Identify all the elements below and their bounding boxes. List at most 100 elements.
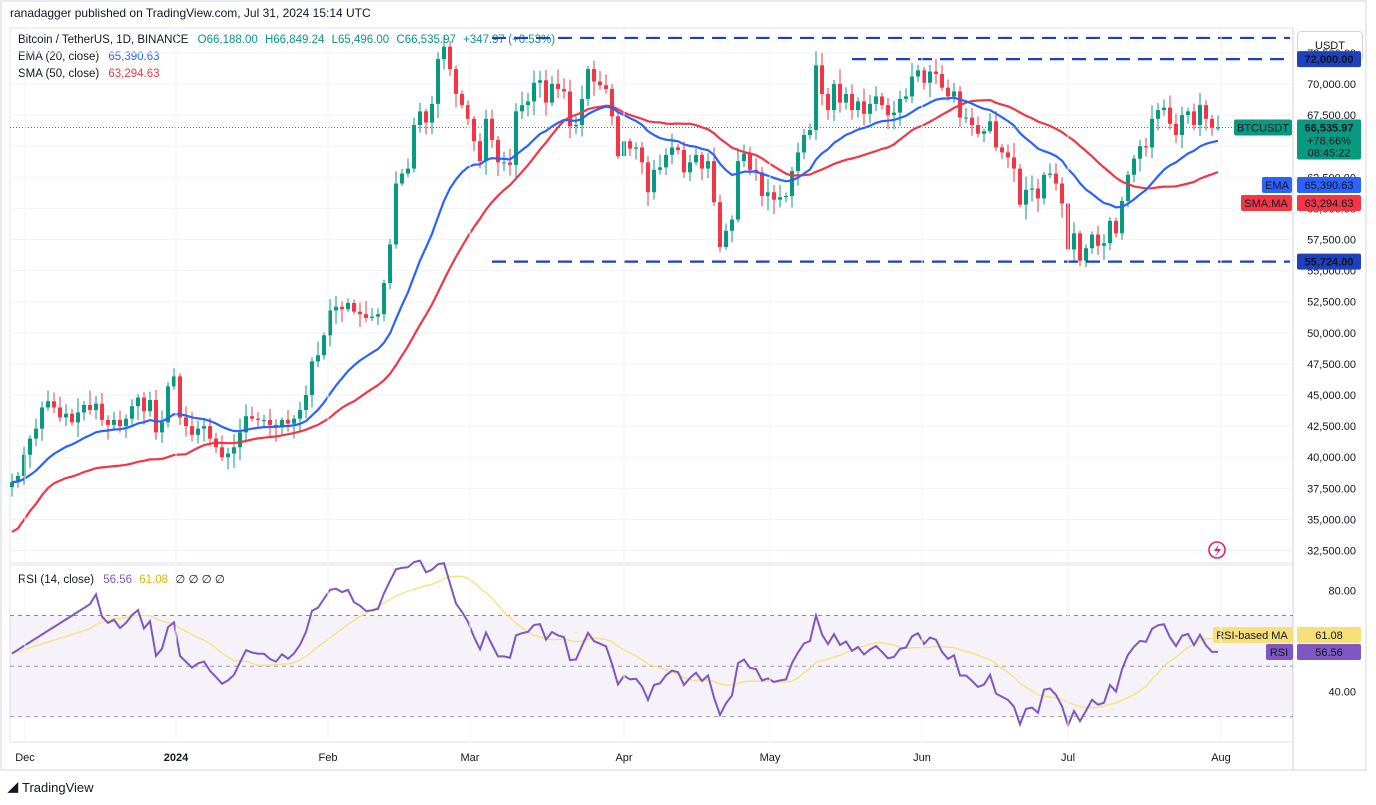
- rsi-ma-tag: [1213, 627, 1293, 643]
- candle-body: [400, 173, 404, 184]
- candle-body: [1054, 173, 1058, 184]
- candle-body: [604, 85, 608, 89]
- candle-body: [1030, 188, 1034, 190]
- rsi-legend[interactable]: RSI (14, close) 56.56 61.08 ∅ ∅ ∅ ∅: [18, 572, 225, 586]
- candle-body: [832, 83, 836, 111]
- candle-body: [514, 111, 518, 165]
- candle-body: [766, 192, 770, 196]
- candle-body: [652, 169, 656, 193]
- candle-body: [838, 83, 842, 103]
- flash-icon[interactable]: [1208, 541, 1226, 559]
- candle-body: [202, 426, 206, 429]
- candle-body: [142, 397, 146, 412]
- candle-body: [1204, 105, 1208, 119]
- candle-body: [670, 147, 674, 155]
- candle-body: [988, 121, 992, 132]
- time-tick-label: Dec: [15, 752, 35, 764]
- publisher-line: ranadagger published on TradingView.com,…: [10, 6, 371, 20]
- candle-body: [856, 101, 860, 111]
- candle-body: [70, 413, 74, 423]
- candle-body: [1018, 168, 1022, 205]
- candle-body: [268, 419, 272, 425]
- candle-body: [544, 80, 548, 103]
- candle-body: [442, 46, 446, 60]
- candle-body: [994, 121, 998, 148]
- candle-body: [610, 88, 614, 117]
- sma-tag-value: 63,294.63: [1305, 198, 1354, 210]
- price-tick-label: 35,000.00: [1307, 514, 1356, 526]
- price-tick-label: 37,500.00: [1307, 483, 1356, 495]
- candle-body: [64, 413, 68, 418]
- price-tick-label: 47,500.00: [1307, 359, 1356, 371]
- candle-body: [706, 161, 710, 169]
- candle-body: [436, 59, 440, 104]
- ema-price-tag: [1297, 177, 1361, 193]
- rsi-tag-label: RSI: [1270, 647, 1288, 659]
- candle-body: [934, 71, 938, 75]
- candle-body: [448, 46, 452, 70]
- candle-body: [772, 192, 776, 200]
- candle-body: [1138, 146, 1142, 159]
- candle-body: [862, 101, 866, 114]
- candle-body: [664, 154, 668, 168]
- time-tick-label: Jul: [1061, 752, 1075, 764]
- candle-body: [118, 419, 122, 427]
- candle-body: [388, 244, 392, 284]
- rsi-ma-legend-value: 61.08: [139, 574, 169, 586]
- sma-legend[interactable]: SMA (50, close) 63,294.63: [18, 68, 164, 80]
- candle-body: [1198, 105, 1202, 126]
- candle-body: [106, 419, 110, 425]
- rsi-tag: [1266, 644, 1293, 660]
- candle-body: [196, 428, 200, 435]
- candle-body: [298, 409, 302, 419]
- candle-body: [724, 230, 728, 247]
- price-tag: [1297, 119, 1361, 160]
- symbol-tag-label: BTCUSDT: [1237, 123, 1289, 135]
- candle-body: [94, 403, 98, 410]
- candle-body: [370, 316, 374, 318]
- ema-tag-label: EMA: [1265, 180, 1290, 192]
- candle-body: [160, 422, 164, 433]
- candle-body: [1186, 111, 1190, 116]
- candle-body: [658, 167, 662, 170]
- candle-body: [646, 162, 650, 193]
- candle-body: [640, 147, 644, 163]
- tradingview-logo[interactable]: ◢ TradingView: [8, 779, 94, 795]
- candle-body: [526, 101, 530, 106]
- candle-body: [286, 419, 290, 424]
- candle-body: [1210, 118, 1214, 128]
- candle-body: [826, 93, 830, 111]
- candle-body: [844, 93, 848, 103]
- candle-body: [58, 407, 62, 418]
- price-tick-label: 32,500.00: [1307, 546, 1356, 558]
- candle-body: [556, 83, 560, 89]
- candle-body: [574, 125, 578, 127]
- candle-body: [532, 82, 536, 102]
- candle-body: [238, 432, 242, 448]
- candle-body: [628, 141, 632, 149]
- candle-body: [922, 70, 926, 83]
- candle-body: [406, 168, 410, 174]
- price-tag-change: +78.66%: [1307, 136, 1351, 148]
- candle-body: [520, 105, 524, 112]
- candle-body: [280, 419, 284, 428]
- symbol-title[interactable]: Bitcoin / TetherUS, 1D, BINANCE: [18, 34, 189, 46]
- candle-body: [1048, 173, 1052, 175]
- candle-body: [1192, 111, 1196, 126]
- ema-legend[interactable]: EMA (20, close) 65,390.63: [18, 51, 164, 63]
- price-tick-label: 45,000.00: [1307, 390, 1356, 402]
- candle-body: [1090, 234, 1094, 249]
- candle-body: [898, 98, 902, 113]
- candle-body: [592, 69, 596, 82]
- candle-body: [808, 130, 812, 135]
- price-pane: [9, 27, 1294, 564]
- candle-body: [700, 154, 704, 169]
- candle-body: [694, 154, 698, 163]
- candle-body: [1114, 220, 1118, 234]
- sma-price-tag: [1297, 195, 1361, 211]
- candle-body: [952, 91, 956, 97]
- candle-body: [1036, 188, 1040, 199]
- time-tick-label: May: [760, 752, 781, 764]
- candle-body: [466, 105, 470, 119]
